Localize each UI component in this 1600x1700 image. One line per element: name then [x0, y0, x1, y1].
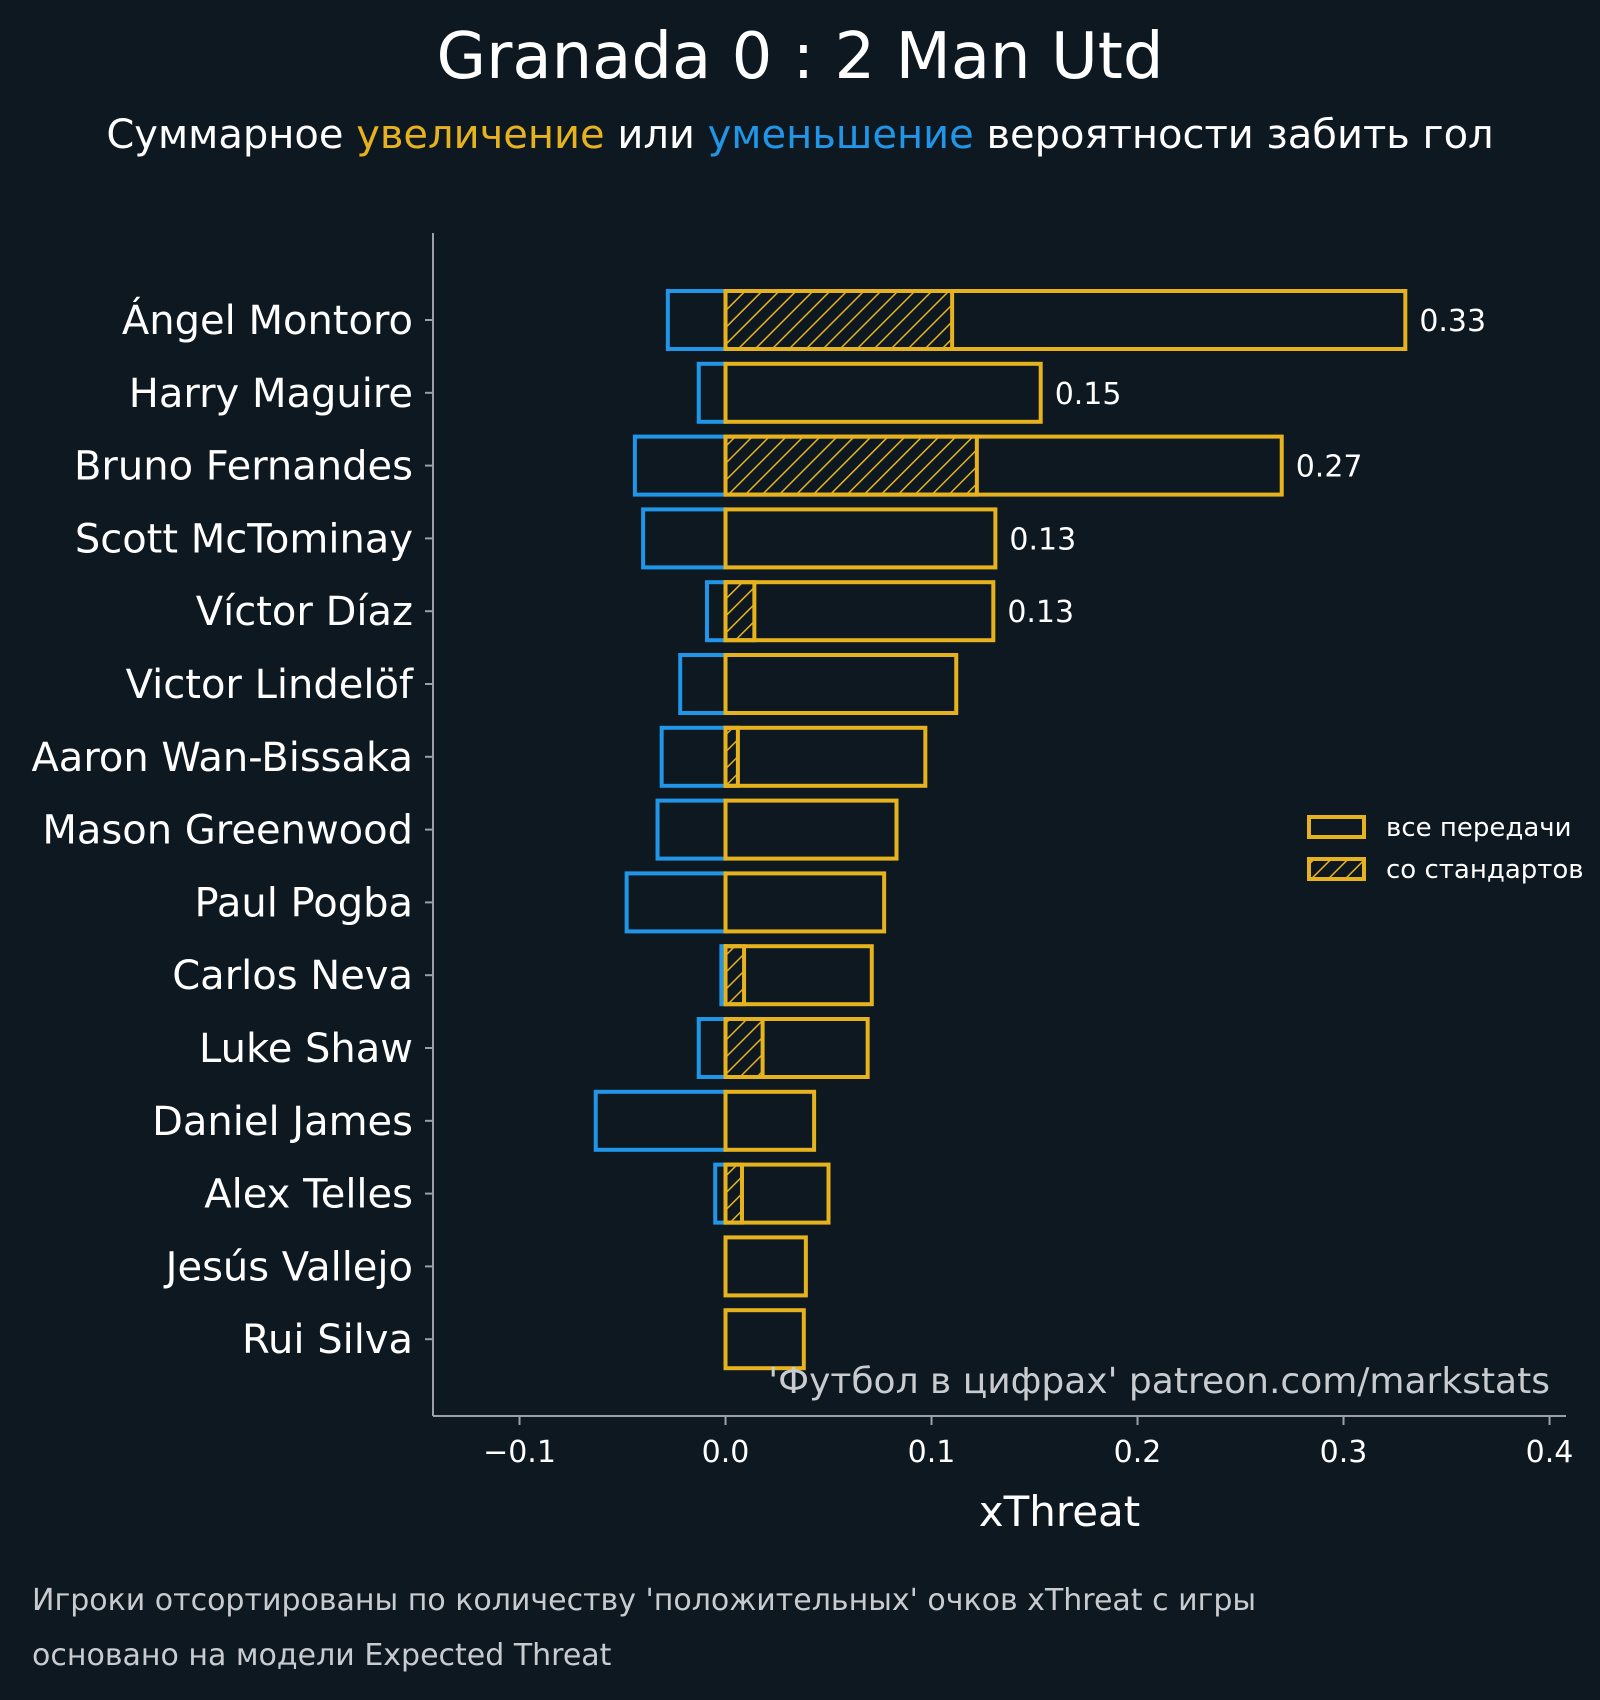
legend-swatch-all-passes	[1307, 815, 1366, 839]
subtitle-prefix: Суммарное	[106, 112, 357, 158]
x-tick-label: 0.2	[1114, 1435, 1162, 1470]
data-label: 0.27	[1296, 450, 1363, 485]
subtitle-increase: увеличение	[356, 112, 605, 158]
subtitle-decrease: уменьшение	[707, 112, 974, 158]
chart-subtitle: Суммарное увеличение или уменьшение веро…	[0, 112, 1600, 158]
footer-note-sorting: Игроки отсортированы по количеству 'поло…	[32, 1583, 1257, 1618]
bar-negative	[678, 653, 728, 715]
bar-positive	[723, 1235, 808, 1298]
bar-positive	[723, 944, 874, 1007]
bars-group	[593, 289, 1408, 1371]
bar-set-piece	[723, 944, 747, 1007]
axes-group	[425, 233, 1566, 1425]
y-tick-label: Víctor Díaz	[196, 589, 413, 635]
legend-label-set-pieces: со стандартов	[1386, 855, 1584, 885]
y-tick-label: Daniel James	[152, 1099, 413, 1145]
bar-negative	[624, 871, 728, 934]
x-tick-label: −0.1	[483, 1435, 556, 1470]
y-tick-label: Luke Shaw	[199, 1026, 413, 1072]
y-tick-label: Carlos Neva	[172, 953, 413, 999]
bar-positive	[723, 1017, 870, 1079]
subtitle-middle: или	[604, 112, 708, 158]
bar-negative	[641, 507, 728, 570]
bar-positive	[723, 434, 1284, 497]
x-tick-label: 0.1	[908, 1435, 956, 1470]
bar-positive	[723, 653, 959, 715]
x-tick-label: 0.3	[1320, 1435, 1368, 1470]
x-tick-label: 0.0	[702, 1435, 750, 1470]
bar-positive	[723, 289, 1408, 351]
y-tick-label: Victor Lindelöf	[126, 662, 414, 708]
y-tick-label: Mason Greenwood	[42, 808, 413, 854]
footer-note-model: основано на модели Expected Threat	[32, 1638, 612, 1673]
data-label: 0.13	[1007, 595, 1074, 630]
x-axis-title: xThreat	[979, 1487, 1141, 1536]
bar-set-piece	[723, 1017, 765, 1079]
x-tick-label: 0.4	[1526, 1435, 1574, 1470]
bar-positive	[723, 725, 928, 788]
bar-set-piece	[723, 434, 979, 497]
watermark: 'Футбол в цифрах' patreon.com/markstats	[768, 1361, 1550, 1402]
bar-positive	[723, 580, 996, 643]
bar-set-piece	[723, 580, 757, 643]
y-tick-label: Aaron Wan-Bissaka	[31, 735, 413, 781]
y-tick-label: Harry Maguire	[129, 371, 413, 417]
legend-label-all-passes: все передачи	[1386, 813, 1572, 843]
labels-group: Ángel Montoro Harry Maguire Bruno Fernande…	[31, 296, 1573, 1536]
bar-positive	[723, 361, 1043, 424]
bar-positive	[723, 1162, 831, 1225]
y-tick-label: Alex Telles	[204, 1172, 413, 1218]
y-tick-label: Jesús Vallejo	[163, 1244, 413, 1290]
bar-positive	[723, 1089, 817, 1152]
y-tick-label: Ángel Montoro	[122, 296, 413, 344]
y-tick-label: Paul Pogba	[195, 880, 413, 926]
bar-positive	[723, 1308, 806, 1371]
bar-negative	[704, 580, 728, 643]
legend-swatch-set-pieces	[1307, 857, 1366, 881]
y-tick-label: Scott McTominay	[75, 516, 413, 562]
legend: все передачи со стандартов	[1307, 813, 1584, 885]
bar-set-piece	[723, 1162, 745, 1225]
chart-title: Granada 0 : 2 Man Utd	[436, 20, 1164, 94]
bar-negative	[665, 289, 728, 351]
bar-negative	[696, 361, 728, 424]
y-tick-label: Rui Silva	[242, 1317, 413, 1363]
bar-positive	[723, 507, 998, 570]
bar-negative	[632, 434, 728, 497]
bar-positive	[723, 871, 887, 934]
bar-negative	[696, 1017, 728, 1079]
bar-negative	[655, 798, 728, 861]
bar-positive	[723, 798, 899, 861]
bar-negative	[659, 725, 728, 788]
data-label: 0.15	[1055, 377, 1122, 412]
bar-negative	[593, 1089, 728, 1152]
bar-set-piece	[723, 289, 955, 351]
subtitle-suffix: вероятности забить гол	[973, 112, 1494, 158]
data-label: 0.33	[1419, 304, 1486, 339]
data-label: 0.13	[1009, 522, 1076, 557]
y-tick-label: Bruno Fernandes	[74, 444, 413, 490]
